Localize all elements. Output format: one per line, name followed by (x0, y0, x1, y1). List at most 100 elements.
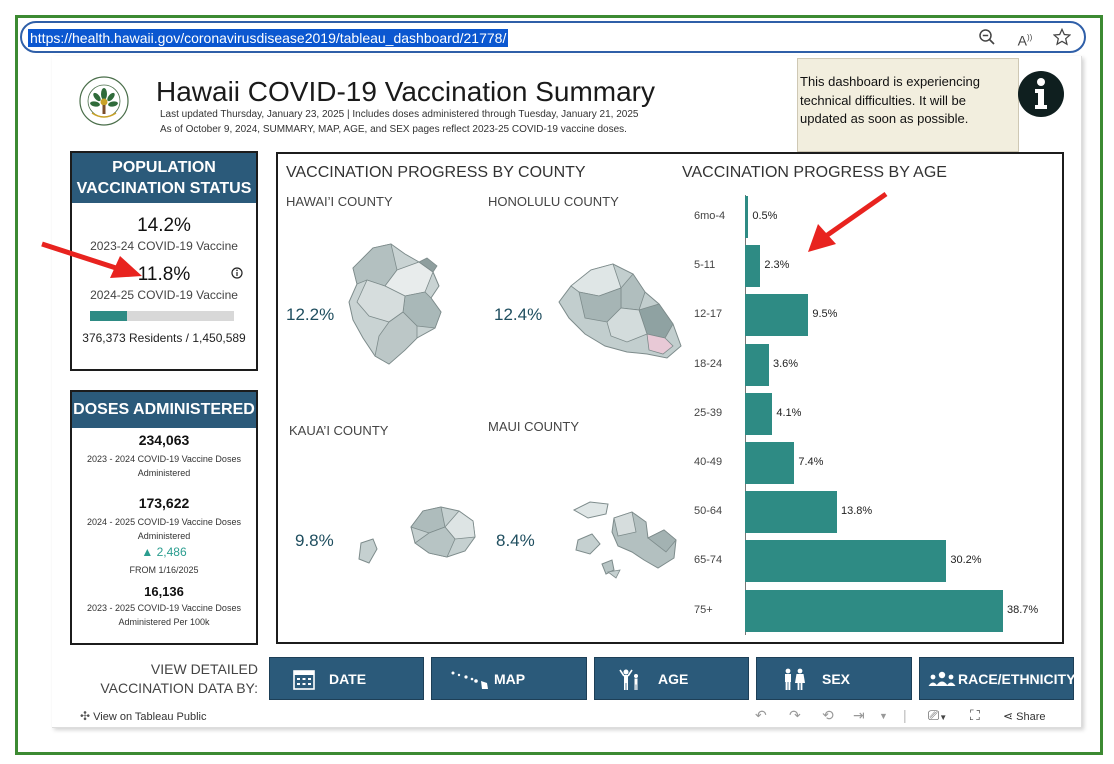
population-title-line2: VACCINATION STATUS (76, 180, 252, 197)
age-value-label: 13.8% (841, 505, 873, 518)
age-bar[interactable] (745, 540, 947, 583)
vaccination-progress-bar (90, 311, 234, 321)
honolulu-county-label: HONOLULU COUNTY (488, 194, 619, 209)
view-detailed-label: VIEW DETAILED VACCINATION DATA BY: (100, 660, 258, 698)
age-value-label: 7.4% (798, 456, 824, 468)
hawaii-county-pct: 12.2% (286, 305, 335, 324)
doses-per-100k-label-line1: 2023 - 2025 COVID-19 Vaccine Doses (87, 603, 241, 613)
maui-county-pct: 8.4% (496, 531, 535, 550)
last-updated-text: Last updated Thursday, January 23, 2025 … (160, 109, 639, 120)
red-arrow-annotation-right (808, 191, 888, 252)
doses-2023-24-label-line1: 2023 - 2024 COVID-19 Vaccine Doses (87, 454, 241, 464)
map-button-label: MAP (494, 671, 526, 687)
info-circle-icon[interactable] (231, 267, 243, 279)
male-female-icon (785, 668, 805, 690)
address-bar[interactable]: https://health.hawaii.gov/coronavirusdis… (20, 21, 1086, 53)
favorite-star-icon[interactable] (1052, 27, 1072, 48)
age-category-label: 6mo-4 (694, 210, 726, 222)
county-section-title: VACCINATION PROGRESS BY COUNTY (286, 164, 586, 181)
doses-2024-25-label-line2: Administered (137, 531, 191, 541)
islands-icon (451, 671, 488, 689)
residents-count: 376,373 Residents / 1,450,589 (82, 331, 246, 345)
age-value-label: 3.6% (773, 357, 799, 370)
population-panel-header: POPULATION VACCINATION STATUS (72, 153, 256, 203)
age-value-label: 38.7% (1007, 603, 1039, 616)
redo-icon[interactable]: ↷ (789, 707, 801, 723)
date-button-label: DATE (329, 671, 367, 687)
age-category-label: 12-17 (694, 308, 723, 321)
doses-change-from: FROM 1/16/2025 (129, 565, 199, 575)
vaccine-note-text: As of October 9, 2024, SUMMARY, MAP, AGE… (160, 124, 627, 135)
red-arrow-annotation-left (41, 241, 142, 278)
tableau-logo-icon: ✣ (80, 709, 91, 723)
maui-county-map[interactable] (570, 498, 680, 580)
kauai-county-label: KAUA’I COUNTY (289, 423, 389, 438)
people-age-icon (619, 669, 638, 690)
undo-icon[interactable]: ↶ (755, 707, 767, 723)
population-vaccination-panel: POPULATION VACCINATION STATUS 14.2% 2023… (70, 151, 258, 371)
fullscreen-icon[interactable]: ⛶ (970, 707, 980, 723)
sex-button-label: SEX (822, 671, 851, 687)
date-button[interactable]: DATE (269, 657, 424, 700)
age-button-label: AGE (658, 671, 689, 687)
age-category-label: 65-74 (694, 554, 723, 567)
download-icon[interactable]: ⎚▼ (928, 707, 948, 723)
age-value-label: 2.3% (764, 259, 790, 272)
doses-2024-25-value: 173,622 (138, 495, 190, 511)
view-label-line2: VACCINATION DATA BY: (100, 680, 258, 696)
tableau-link-label: View on Tableau Public (93, 711, 207, 723)
doses-per-100k-label-line2: Administered Per 100k (118, 617, 210, 627)
info-icon[interactable] (1017, 70, 1065, 118)
doses-administered-panel: DOSES ADMINISTERED 234,063 2023 - 2024 C… (70, 390, 258, 645)
doses-per-100k-value: 16,136 (144, 584, 184, 599)
zoom-out-icon[interactable] (977, 28, 997, 48)
age-value-label: 30.2% (950, 554, 982, 567)
view-on-tableau-public-link[interactable]: ✣ View on Tableau Public (80, 709, 206, 723)
age-button[interactable]: AGE (594, 657, 749, 700)
age-bar[interactable] (745, 589, 1003, 632)
revert-icon[interactable]: ⟲ (822, 707, 834, 723)
label-2024-25: 2024-25 COVID-19 Vaccine (90, 288, 238, 302)
age-bar[interactable] (745, 491, 837, 534)
age-bar[interactable] (745, 343, 769, 386)
label-2023-24: 2023-24 COVID-19 Vaccine (90, 239, 238, 253)
read-aloud-icon[interactable]: A)) (1017, 32, 1033, 49)
race-ethnicity-button-label: RACE/ETHNICITY (958, 671, 1076, 687)
refresh-dropdown-icon[interactable]: ▼ (879, 711, 888, 721)
refresh-icon[interactable]: ⇥ (853, 707, 865, 723)
age-category-label: 5-11 (694, 259, 716, 272)
age-bar[interactable] (745, 442, 795, 484)
age-value-label: 4.1% (776, 406, 802, 419)
age-bar[interactable] (745, 294, 809, 337)
page-title: Hawaii COVID-19 Vaccination Summary (156, 76, 655, 107)
age-bar[interactable] (745, 245, 761, 288)
honolulu-county-map[interactable] (555, 262, 683, 360)
age-bar[interactable] (745, 196, 749, 238)
age-category-label: 25-39 (694, 406, 723, 419)
vaccination-progress-fill (90, 311, 128, 321)
age-value-label: 9.5% (812, 308, 838, 321)
pct-2023-24: 14.2% (137, 215, 191, 236)
sex-button[interactable]: SEX (756, 657, 912, 700)
kauai-county-pct: 9.8% (295, 531, 334, 550)
population-title-line1: POPULATION (112, 159, 216, 176)
url-text[interactable]: https://health.hawaii.gov/coronavirusdis… (28, 29, 509, 47)
share-label: Share (1016, 711, 1046, 723)
group-icon (928, 671, 956, 686)
hawaii-county-label: HAWAI’I COUNTY (286, 194, 393, 209)
toolbar-divider: | (903, 707, 907, 723)
doses-2023-24-label-line2: Administered (137, 468, 191, 478)
doses-2023-24-value: 234,063 (138, 432, 190, 448)
kauai-county-map[interactable] (355, 505, 480, 567)
age-category-label: 75+ (694, 603, 713, 616)
honolulu-county-pct: 12.4% (494, 305, 543, 324)
calendar-icon (293, 670, 315, 690)
hawaii-doh-logo (79, 76, 129, 126)
notice-text: This dashboard is experiencing technical… (800, 74, 980, 126)
map-button[interactable]: MAP (431, 657, 587, 700)
age-bar[interactable] (745, 392, 773, 435)
share-button[interactable]: ⋖ Share (1003, 709, 1045, 723)
pct-2024-25: 11.8% (137, 264, 191, 285)
race-ethnicity-button[interactable]: RACE/ETHNICITY (919, 657, 1076, 700)
hawaii-county-map[interactable] (345, 240, 445, 368)
